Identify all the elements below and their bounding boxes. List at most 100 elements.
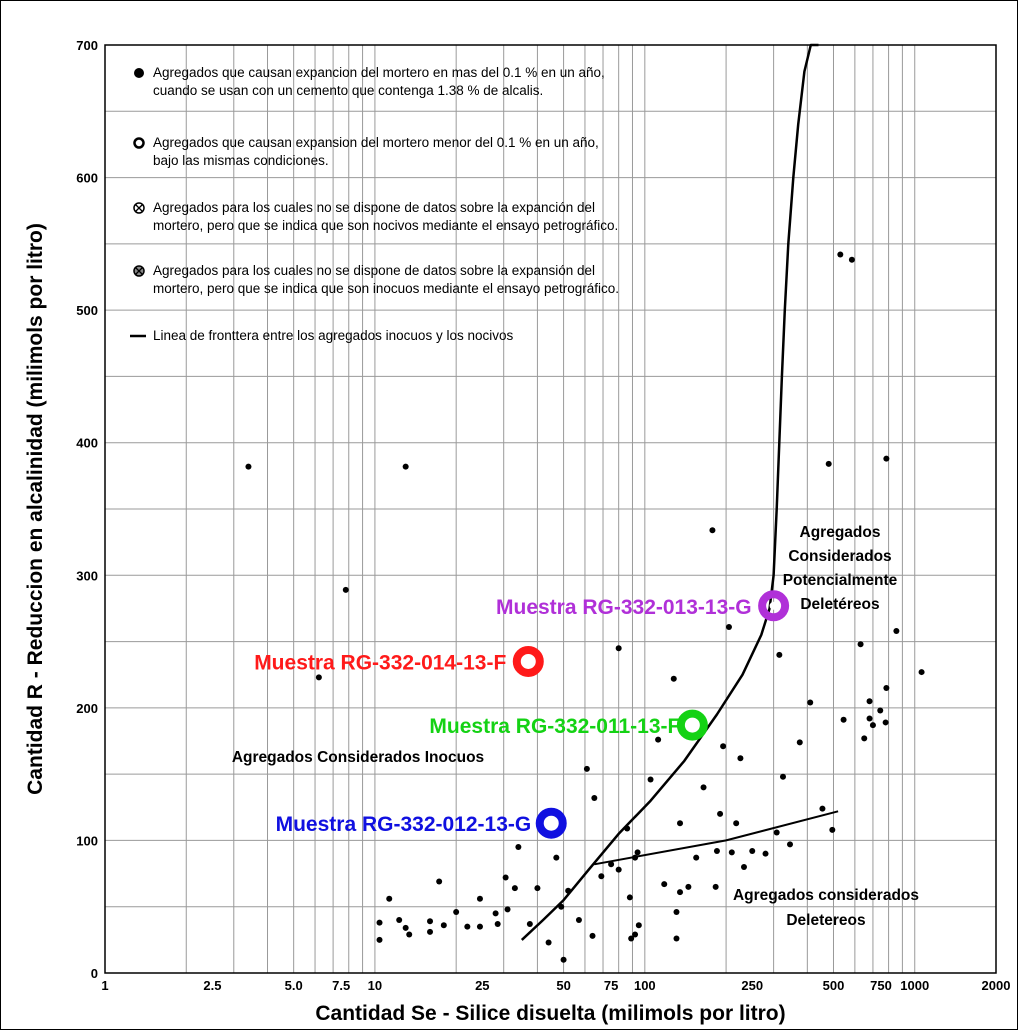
- x-tick-label: 7.5: [332, 978, 350, 993]
- data-point: [762, 850, 769, 857]
- data-point: [476, 895, 483, 902]
- data-point: [427, 928, 434, 935]
- data-point: [655, 736, 662, 743]
- data-point: [396, 916, 403, 923]
- legend-text: Agregados que causan expancion del morte…: [153, 65, 605, 80]
- legend: Agregados que causan expancion del morte…: [130, 65, 619, 343]
- data-point: [848, 256, 855, 263]
- data-point: [427, 918, 434, 925]
- data-point: [402, 924, 409, 931]
- x-tick-label: 750: [870, 978, 892, 993]
- x-tick-label: 1000: [900, 978, 929, 993]
- data-point: [453, 909, 460, 916]
- x-tick-label: 50: [556, 978, 570, 993]
- filled-dot-icon: [134, 68, 144, 78]
- data-point: [558, 903, 565, 910]
- y-tick-label: 200: [76, 701, 98, 716]
- data-point: [492, 910, 499, 917]
- data-point: [796, 739, 803, 746]
- data-point: [776, 651, 783, 658]
- data-point: [635, 922, 642, 929]
- data-point: [837, 251, 844, 258]
- data-point: [866, 698, 873, 705]
- data-point: [661, 881, 668, 888]
- data-point: [626, 894, 633, 901]
- data-point: [883, 455, 890, 462]
- data-point: [673, 909, 680, 916]
- data-point: [608, 861, 615, 868]
- hatch-mark-icon: [135, 267, 143, 275]
- sample-label: Muestra RG-332-011-13-F: [429, 715, 680, 738]
- data-point: [670, 675, 677, 682]
- data-point: [866, 715, 873, 722]
- data-point: [728, 849, 735, 856]
- data-point: [591, 795, 598, 802]
- data-point: [386, 895, 393, 902]
- data-point: [725, 623, 732, 630]
- sample-marker-center: [688, 721, 697, 730]
- sample-marker: [676, 709, 708, 741]
- data-point: [583, 765, 590, 772]
- data-point: [773, 829, 780, 836]
- data-point: [575, 916, 582, 923]
- sample-label: Muestra RG-332-013-13-G: [496, 596, 752, 619]
- data-point: [693, 854, 700, 861]
- sample-marker-center: [524, 657, 533, 666]
- data-point: [647, 776, 654, 783]
- data-point: [893, 627, 900, 634]
- region-label: Deletéreos: [800, 596, 879, 613]
- y-tick-label: 100: [76, 833, 98, 848]
- legend-text: Linea de fronttera entre los agregados i…: [153, 328, 513, 343]
- data-point: [511, 885, 518, 892]
- data-point: [807, 699, 814, 706]
- sample-marker: [512, 645, 544, 677]
- data-point: [342, 586, 349, 593]
- data-point: [494, 920, 501, 927]
- data-point: [840, 716, 847, 723]
- data-point: [464, 923, 471, 930]
- data-point: [717, 810, 724, 817]
- data-point: [733, 820, 740, 827]
- region-label: Considerados: [788, 548, 891, 565]
- data-point: [615, 866, 622, 873]
- data-point: [713, 848, 720, 855]
- data-points: [245, 251, 925, 963]
- open-circle-icon: [133, 137, 145, 149]
- legend-text: Agregados que causan expansion del morte…: [153, 135, 599, 150]
- x-tick-label: 1: [101, 978, 108, 993]
- sample-markers: Muestra RG-332-013-13-G Muestra RG-332-01…: [254, 590, 790, 839]
- legend-text: Agregados para los cuales no se dispone …: [153, 200, 595, 215]
- data-point: [376, 936, 383, 943]
- data-point: [819, 805, 826, 812]
- data-point: [589, 932, 596, 939]
- data-point: [634, 849, 641, 856]
- data-point: [709, 527, 716, 534]
- data-point: [677, 820, 684, 827]
- data-point: [918, 669, 925, 676]
- grid: [105, 45, 996, 973]
- data-point: [245, 463, 252, 470]
- data-point: [628, 935, 635, 942]
- data-point: [857, 641, 864, 648]
- legend-text: cuando se usan con un cemento que conten…: [153, 83, 543, 98]
- data-point: [749, 848, 756, 855]
- x-axis-label: Cantidad Se - Silice disuelta (milimols …: [315, 1002, 785, 1025]
- data-point: [436, 878, 443, 885]
- data-point: [476, 923, 483, 930]
- data-point: [632, 854, 639, 861]
- data-point: [402, 463, 409, 470]
- data-point: [376, 919, 383, 926]
- data-point: [565, 887, 572, 894]
- data-point: [677, 889, 684, 896]
- data-point: [861, 735, 868, 742]
- data-point: [720, 743, 727, 750]
- x-tick-label: 500: [823, 978, 845, 993]
- sample-marker-center: [547, 819, 556, 828]
- data-point: [560, 956, 567, 963]
- data-point: [869, 722, 876, 729]
- x-tick-label: 75: [604, 978, 618, 993]
- x-tick-label: 250: [741, 978, 763, 993]
- data-point: [829, 826, 836, 833]
- legend-text: Agregados para los cuales no se dispone …: [153, 263, 595, 278]
